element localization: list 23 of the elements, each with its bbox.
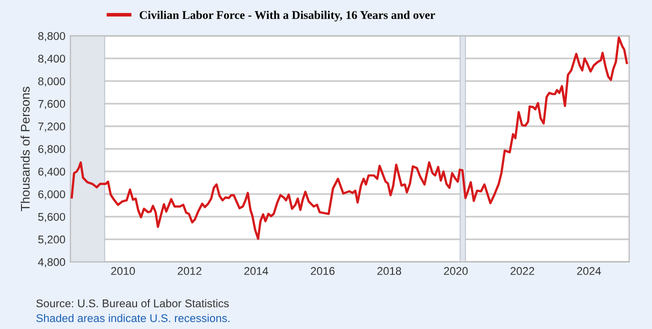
y-tick-label: 6,000 [38,190,66,200]
y-axis-title: Thousands of Persons [20,86,30,212]
x-tick-label: 2024 [577,267,601,275]
y-tick-label: 7,600 [38,100,66,110]
y-tick-label: 8,400 [38,54,66,64]
y-tick-label: 6,400 [38,168,66,177]
text: Shaded areas indicate U.S. recessions. [36,314,230,322]
x-tick-label: 2010 [111,267,135,275]
x-tick-label: 2016 [310,267,335,275]
legend-label: Civilian Labor Force - With a Disability, 16 Years and over [140,10,436,22]
y-tick-label: 6,800 [38,145,66,154]
y-tick-label: 4,800 [38,258,66,268]
y-tick-label: 7,200 [38,122,66,132]
x-tick-label: 2012 [178,267,202,275]
y-tick-label: 8,000 [38,77,66,87]
y-tick-label: 8,800 [38,32,66,42]
y-tick-label: 5,600 [38,212,66,222]
source-note: Source: U.S. Bureau of Labor Statistics [36,299,229,308]
x-tick-label: 2018 [377,267,402,275]
x-tick-label: 2022 [510,267,534,275]
y-tick-label: 5,200 [38,236,66,245]
x-tick-label: 2014 [244,267,268,275]
x-tick-label: 2020 [444,267,468,275]
